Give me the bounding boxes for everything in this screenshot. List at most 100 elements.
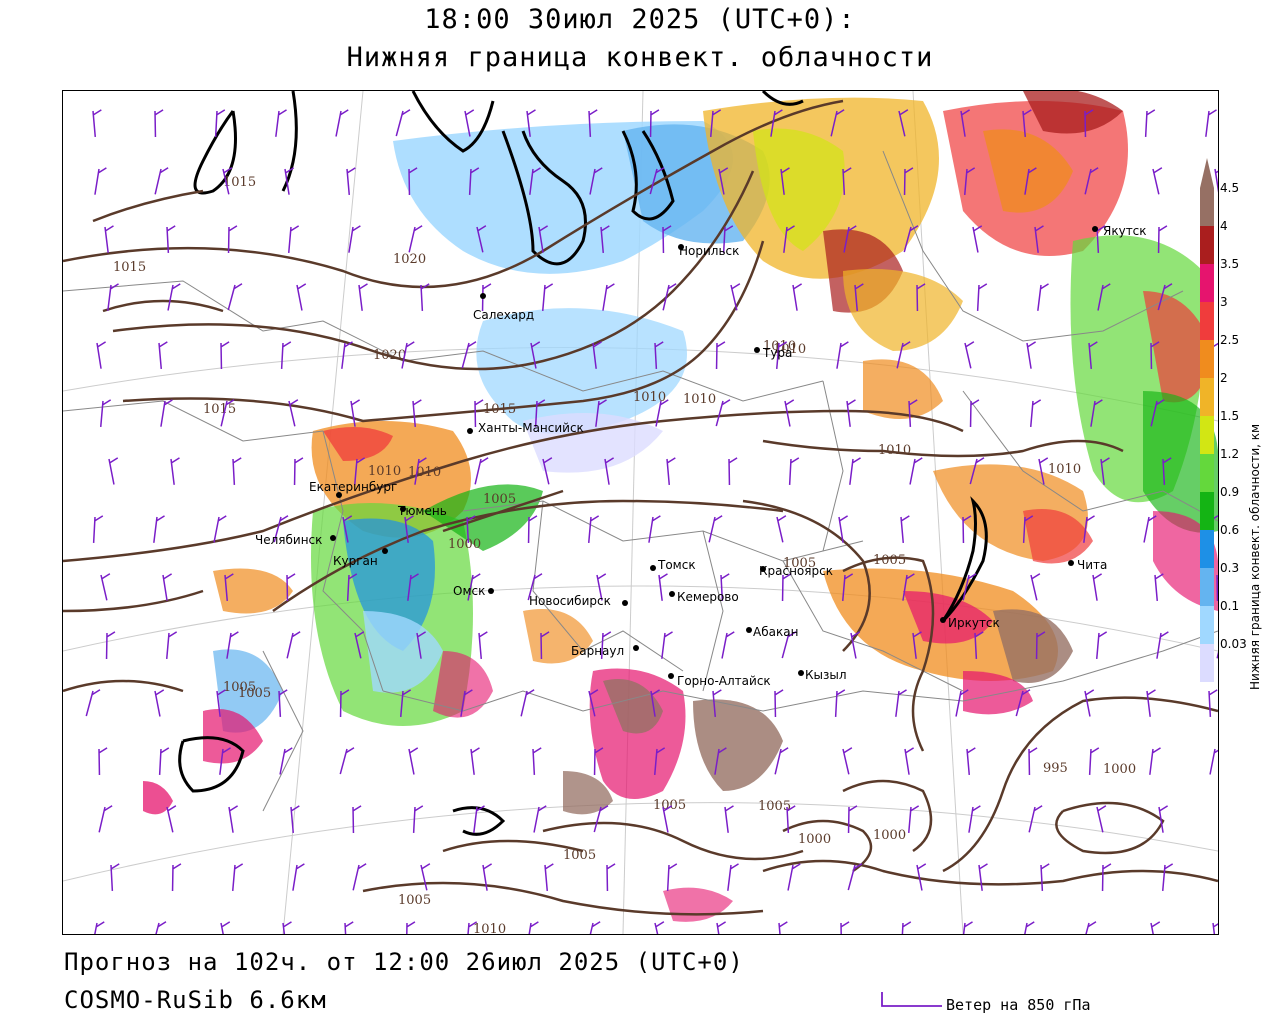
wind-barb — [1028, 747, 1038, 776]
city-label: Горно-Алтайск — [677, 674, 771, 688]
wind-barb — [1096, 805, 1107, 833]
isobar-label: 1000 — [873, 828, 906, 843]
wind-barb — [916, 863, 927, 891]
city-label: Чита — [1077, 558, 1107, 572]
wind-barb — [1088, 747, 1100, 776]
wind-barb — [1154, 573, 1164, 601]
wind-barb — [467, 573, 481, 601]
wind-barb — [1212, 922, 1218, 934]
wind-barb — [466, 515, 476, 544]
wind-barb — [476, 225, 487, 253]
isobar-label: 1000 — [448, 537, 481, 552]
wind-barb — [286, 631, 301, 659]
city-label: Тура — [762, 346, 792, 360]
wind-barb — [219, 747, 231, 775]
wind-barb — [341, 341, 353, 369]
wind-barb — [1034, 225, 1044, 253]
wind-barb — [474, 457, 489, 485]
wind-barb — [1095, 631, 1108, 659]
wind-barb — [962, 921, 973, 934]
wind-legend-barb-icon — [881, 992, 942, 1007]
wind-barb — [596, 573, 607, 601]
wind-barb — [96, 341, 107, 369]
wind-barb — [728, 457, 738, 486]
map-title: 18:00 30июл 2025 (UTC+0): — [424, 4, 856, 35]
wind-barb — [847, 805, 858, 834]
wind-barb — [955, 689, 969, 717]
wind-barb — [849, 457, 861, 485]
legend-tick-label: 1.5 — [1220, 409, 1239, 423]
isobar-label: 1005 — [783, 556, 816, 571]
wind-barb — [231, 863, 244, 891]
model-name: COSMO-RuSib 6.6км — [64, 986, 327, 1014]
wind-barb — [527, 573, 543, 601]
wind-barb — [1084, 167, 1099, 195]
wind-barb — [474, 399, 484, 428]
wind-barb — [908, 399, 918, 428]
wind-barb — [1146, 689, 1156, 717]
forecast-info: Прогноз на 102ч. от 12:00 26июл 2025 (UT… — [64, 948, 744, 976]
wind-barb — [966, 747, 976, 775]
wind-barb — [532, 747, 542, 776]
city-marker — [1092, 226, 1098, 232]
isobar-label: 1010 — [368, 464, 401, 479]
city-marker — [633, 645, 639, 651]
city-label: Тюмень — [397, 504, 447, 518]
wind-barb — [348, 225, 361, 253]
wind-barb — [974, 631, 984, 660]
wind-barb — [843, 225, 857, 253]
legend-swatch — [1200, 302, 1214, 340]
wind-barb — [160, 399, 173, 427]
city-marker — [1068, 560, 1074, 566]
wind-barb — [533, 805, 547, 833]
forecast-map: 1015 1015 1020 1020 1015 1015 1010 1010 1010 1005… — [62, 90, 1219, 935]
wind-barb — [712, 689, 722, 717]
cloud-field — [143, 91, 1218, 922]
wind-barb — [602, 283, 615, 311]
wind-barb — [842, 747, 853, 775]
legend-swatch — [1200, 606, 1214, 644]
city-marker — [467, 428, 473, 434]
wind-barb — [960, 109, 971, 137]
wind-barb — [226, 631, 239, 659]
wind-barb — [1150, 399, 1165, 427]
wind-barb — [461, 341, 477, 369]
wind-barb — [784, 399, 795, 427]
wind-barb — [896, 341, 911, 369]
wind-barb — [1022, 515, 1034, 544]
wind-barb — [344, 921, 354, 934]
isobar-label: 1005 — [398, 893, 431, 908]
wind-barb — [540, 631, 550, 660]
city-marker — [798, 670, 804, 676]
legend-swatch — [1200, 644, 1214, 682]
city-label: Кызыл — [805, 668, 847, 682]
wind-barb — [279, 747, 293, 775]
wind-barb — [526, 109, 536, 137]
wind-barb — [353, 457, 366, 485]
isobar-label: 1005 — [223, 680, 256, 695]
legend-swatch — [1200, 188, 1214, 226]
wind-barb — [346, 167, 356, 195]
wind-barb — [288, 399, 299, 427]
wind-barb — [399, 689, 412, 717]
wind-barb — [792, 283, 803, 311]
wind-barb — [1022, 109, 1032, 137]
wind-barb — [600, 631, 612, 660]
city-label: Омск — [453, 584, 485, 598]
wind-barb — [412, 399, 422, 427]
isobar-labels: 1015 1015 1020 1020 1015 1015 1010 1010 1010 1005… — [113, 175, 1136, 934]
wind-barb — [774, 747, 789, 775]
wind-barb — [898, 109, 909, 137]
wind-barb — [158, 341, 168, 369]
wind-barb — [165, 631, 178, 659]
wind-barb — [98, 805, 113, 833]
wind-barb — [220, 341, 230, 370]
city-marker — [650, 565, 656, 571]
wind-barb — [416, 631, 427, 659]
wind-barb — [653, 747, 666, 775]
wind-barb — [290, 805, 300, 833]
wind-barb — [781, 573, 792, 602]
wind-barb — [110, 863, 120, 892]
city-label: Томск — [657, 558, 696, 572]
wind-barb — [900, 515, 910, 543]
